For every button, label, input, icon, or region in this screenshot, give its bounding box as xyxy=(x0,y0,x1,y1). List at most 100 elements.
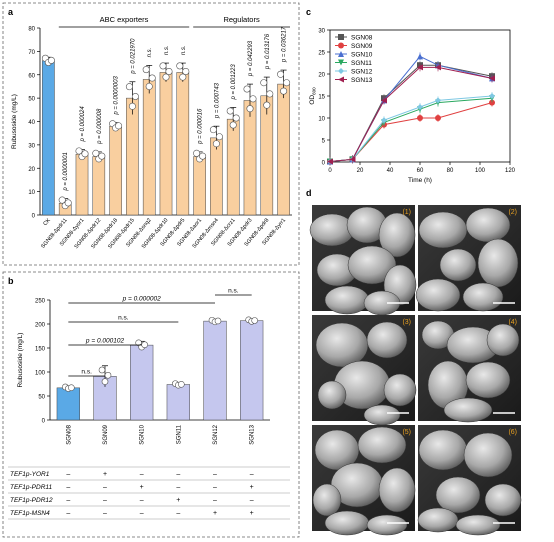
c-marker xyxy=(417,104,423,110)
b-table-mark: + xyxy=(140,484,144,491)
d-yeast-cell xyxy=(465,361,511,399)
b-table-mark: – xyxy=(213,497,217,504)
panel-d-label: d xyxy=(306,188,312,198)
b-data-point xyxy=(101,378,109,385)
a-data-point xyxy=(243,85,251,93)
a-bar xyxy=(109,125,122,216)
c-series-line xyxy=(329,95,493,163)
d-yeast-cell xyxy=(378,467,416,513)
a-data-point xyxy=(246,105,254,113)
b-y-tick-label: 100 xyxy=(35,371,46,377)
panel-d-micrographs: (1) (2) (3) (4) (5) (6) xyxy=(309,205,522,536)
b-table-mark: + xyxy=(176,497,180,504)
b-data-point xyxy=(98,366,106,374)
b-category-label: SGN08 xyxy=(66,424,72,444)
a-p-value: p = 0.0000001 xyxy=(63,152,69,192)
a-data-point xyxy=(260,79,268,87)
c-legend-label: SGN10 xyxy=(351,51,373,58)
a-data-point xyxy=(182,67,190,75)
c-marker xyxy=(349,156,356,163)
d-micrograph-label: (5) xyxy=(402,429,411,436)
c-marker xyxy=(338,68,344,74)
a-data-point xyxy=(249,95,257,103)
c-x-tick-label: 0 xyxy=(328,168,332,174)
a-p-value: p = 0.036217 xyxy=(282,26,288,63)
a-data-point xyxy=(98,152,106,160)
b-y-tick-label: 50 xyxy=(38,395,45,401)
a-data-point xyxy=(75,147,83,155)
d-yeast-cell xyxy=(383,373,417,407)
panel-a-chart: 0 10 20 30 40 50 60 70 80 Rubusoside (mg/L) ABC ex… xyxy=(11,15,292,250)
c-marker xyxy=(435,97,441,104)
b-table-mark: + xyxy=(103,471,107,478)
d-micrograph-label: (3) xyxy=(402,319,411,326)
d-yeast-cell xyxy=(443,397,493,423)
d-yeast-cell xyxy=(366,514,408,536)
b-category-label: SGN09 xyxy=(103,424,109,444)
b-category-label: SGN12 xyxy=(213,424,219,444)
a-y-tick-label: 10 xyxy=(28,190,35,196)
a-bar xyxy=(142,79,156,216)
b-comparison-label: p = 0.000002 xyxy=(122,296,162,303)
a-y-tick-label: 0 xyxy=(32,214,36,220)
a-bar xyxy=(277,83,290,216)
a-p-value: p = 0.000743 xyxy=(214,82,220,119)
c-x-tick-label: 40 xyxy=(387,168,394,174)
d-yeast-cell xyxy=(462,282,504,312)
d-micrograph: (5) xyxy=(312,425,416,536)
c-y-tick-label: 25 xyxy=(318,51,325,57)
a-data-point xyxy=(229,121,237,129)
a-data-point xyxy=(232,114,240,122)
a-y-tick-label: 70 xyxy=(28,50,35,56)
a-y-tick-label: 50 xyxy=(28,97,35,103)
b-y-tick-label: 0 xyxy=(42,419,46,425)
d-yeast-cell xyxy=(309,213,355,247)
b-bar xyxy=(130,344,154,421)
a-data-point xyxy=(266,90,274,98)
c-y-tick-label: 15 xyxy=(318,95,325,101)
a-data-point xyxy=(209,126,217,134)
a-bar xyxy=(92,156,106,216)
b-table-mark: – xyxy=(213,471,217,478)
panel-b-label: b xyxy=(8,276,14,286)
b-y-tick-label: 150 xyxy=(35,347,46,353)
c-marker xyxy=(338,51,344,57)
a-y-tick-label: 40 xyxy=(28,120,35,126)
a-bar xyxy=(243,100,257,216)
c-marker xyxy=(338,76,344,83)
c-marker xyxy=(381,117,387,124)
b-data-point xyxy=(214,317,222,325)
d-yeast-cell xyxy=(435,476,481,514)
c-marker xyxy=(417,115,423,121)
c-x-tick-label: 20 xyxy=(357,168,364,174)
a-bar xyxy=(159,72,173,216)
b-table-row-label: TEF1p-PDR12 xyxy=(10,497,53,504)
c-y-axis-label: OD600 xyxy=(309,87,317,105)
c-marker xyxy=(417,64,423,71)
b-category-label: SGN10 xyxy=(140,424,146,444)
d-yeast-cell xyxy=(415,278,461,312)
c-marker xyxy=(381,97,387,104)
d-yeast-cell xyxy=(347,245,397,285)
a-p-value: p = 0.000016 xyxy=(198,108,204,145)
b-data-point xyxy=(68,384,75,391)
d-yeast-cell xyxy=(315,322,369,368)
b-table-mark: + xyxy=(250,484,254,491)
c-x-tick-label: 100 xyxy=(475,168,486,174)
b-data-point xyxy=(104,371,112,379)
b-table-mark: – xyxy=(66,497,70,504)
a-data-point xyxy=(145,82,153,90)
a-data-point xyxy=(125,83,133,91)
d-yeast-cell xyxy=(477,238,519,288)
d-yeast-cell xyxy=(324,510,370,536)
b-table-mark: – xyxy=(250,497,254,504)
d-yeast-cell xyxy=(439,248,477,282)
d-yeast-cell xyxy=(484,483,522,517)
d-yeast-cell xyxy=(357,426,407,464)
b-category-label: SGN13 xyxy=(250,424,256,444)
b-table-mark: – xyxy=(176,510,180,517)
a-data-point xyxy=(176,62,184,70)
d-yeast-cell xyxy=(317,380,347,410)
c-marker xyxy=(489,75,495,82)
